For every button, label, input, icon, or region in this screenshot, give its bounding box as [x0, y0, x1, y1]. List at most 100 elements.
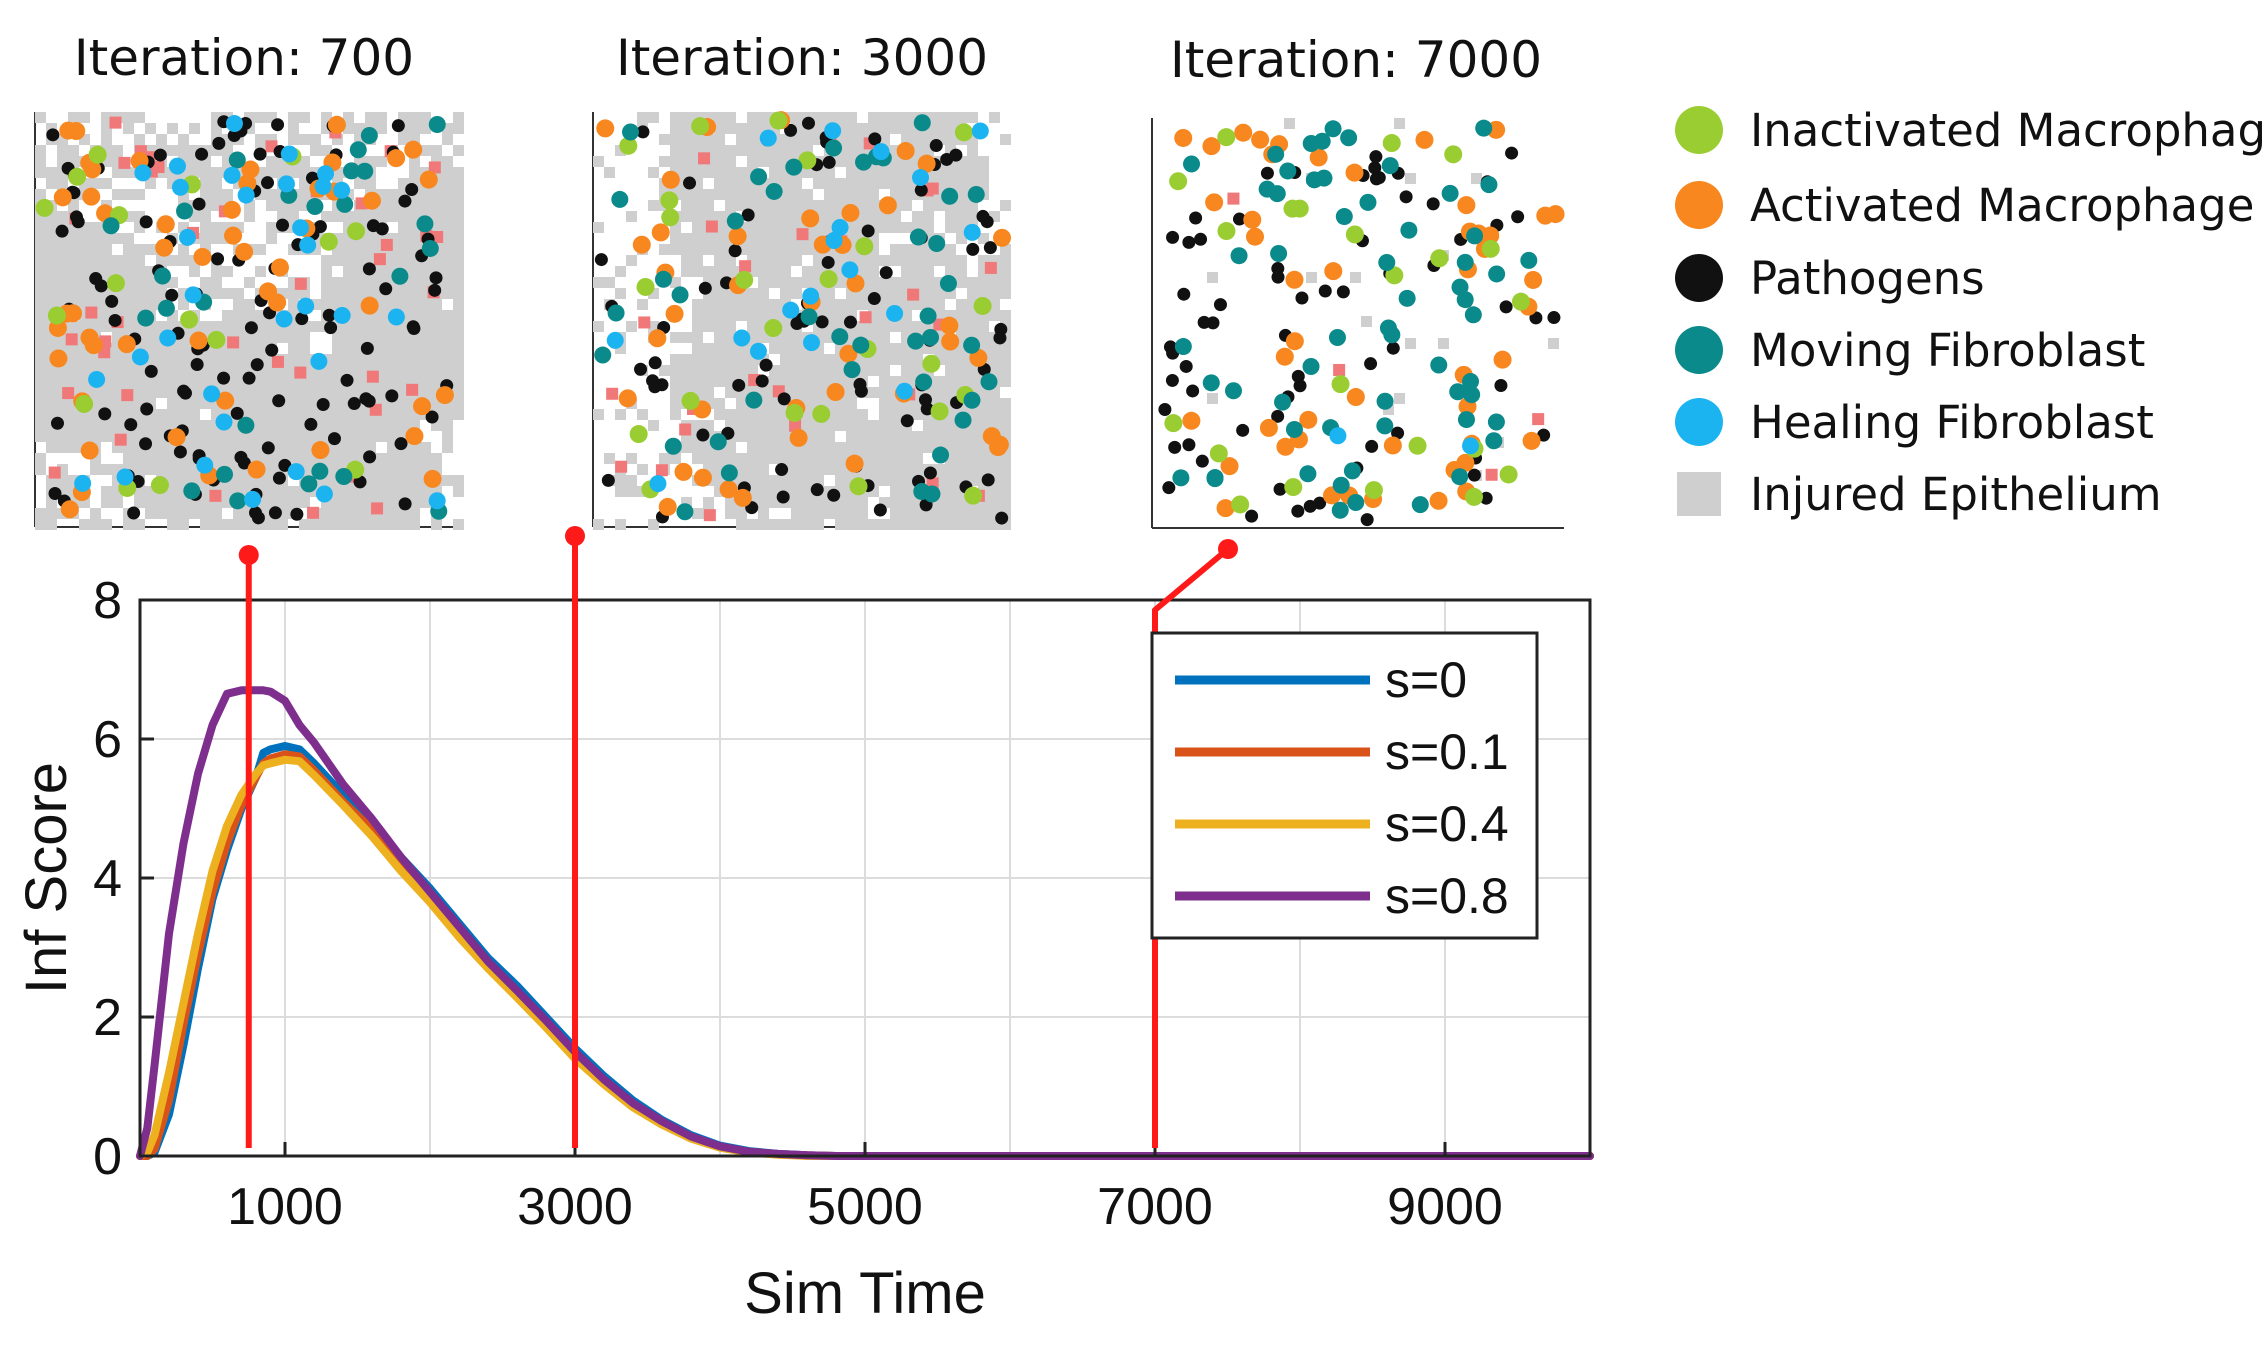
epithelium-cell	[57, 233, 68, 244]
epithelium-cell	[780, 288, 791, 299]
epithelium-cell	[387, 233, 398, 244]
epithelium-cell	[68, 288, 79, 299]
epithelium-cell	[835, 189, 846, 200]
epithelium-cell	[692, 376, 703, 387]
epithelium-cell	[420, 200, 431, 211]
epithelium-cell	[255, 398, 266, 409]
epithelium-cell	[978, 387, 989, 398]
epithelium-cell	[200, 222, 211, 233]
epithelium-cell	[978, 310, 989, 321]
cell-dot-path	[1479, 491, 1493, 505]
epithelium-cell	[365, 442, 376, 453]
epithelium-cell	[868, 244, 879, 255]
cell-dot-path	[1372, 171, 1386, 185]
cell-dot-move	[664, 437, 682, 455]
epithelium-cell	[714, 332, 725, 343]
epithelium-cell	[835, 519, 846, 530]
epithelium-cell	[266, 332, 277, 343]
cell-dot-move	[1302, 357, 1320, 375]
epithelium-cell	[79, 354, 90, 365]
epithelium-cell	[1000, 310, 1011, 321]
cell-dot-path	[195, 147, 209, 161]
epithelium-cell	[681, 189, 692, 200]
epithelium-cell	[453, 321, 464, 332]
epithelium-cell	[747, 288, 758, 299]
cell-dot-move	[939, 274, 957, 292]
epithelium-cell	[332, 519, 343, 530]
epithelium-cell	[387, 519, 398, 530]
cell-dot-path	[1365, 439, 1379, 453]
epithelium-cell	[123, 354, 134, 365]
cell-dot-move	[745, 391, 763, 409]
epithelium-cell	[222, 431, 233, 442]
epithelium-cell	[725, 167, 736, 178]
cell-dot-move	[1463, 386, 1481, 404]
epithelium-cell	[857, 442, 868, 453]
epithelium-cell	[736, 222, 747, 233]
epithelium-cell	[956, 376, 967, 387]
epithelium-cell	[211, 519, 222, 530]
epithelium-cell	[376, 112, 387, 123]
epithelium-cell	[637, 464, 648, 475]
cell-dot-heal	[297, 297, 315, 315]
epithelium-cell	[747, 255, 758, 266]
legend-label: Healing Fibroblast	[1750, 396, 2154, 449]
epithelium-cell	[178, 409, 189, 420]
epithelium-cell	[420, 123, 431, 134]
epithelium-cell	[288, 134, 299, 145]
cell-dot-path	[144, 364, 158, 378]
epithelium-cell	[780, 167, 791, 178]
epithelium-cell	[453, 255, 464, 266]
cell-dot-heal	[963, 223, 981, 241]
epithelium-cell	[912, 365, 923, 376]
epithelium-cell	[890, 343, 901, 354]
epithelium-cell	[714, 145, 725, 156]
cell-dot-heal	[971, 122, 989, 140]
epithelium-cell	[343, 354, 354, 365]
epithelium-cell	[167, 398, 178, 409]
epithelium-cell	[387, 211, 398, 222]
cell-dot-move	[611, 190, 629, 208]
epithelium-cell	[68, 354, 79, 365]
epithelium-cell	[233, 343, 244, 354]
epithelium-cell	[934, 200, 945, 211]
epithelium-cell	[442, 288, 453, 299]
epithelium-cell	[758, 420, 769, 431]
cell-dot-path	[360, 341, 374, 355]
epithelium-cell	[945, 486, 956, 497]
epithelium-cell	[156, 321, 167, 332]
epithelium-cell	[791, 332, 802, 343]
epithelium-cell	[145, 497, 156, 508]
epithelium-cell	[703, 233, 714, 244]
epithelium-cell	[802, 244, 813, 255]
epithelium-cell	[758, 233, 769, 244]
cell-dot-act	[49, 349, 68, 368]
epithelium-cell	[310, 453, 321, 464]
epithelium-cell	[725, 387, 736, 398]
epithelium-cell	[780, 156, 791, 167]
epithelium-cell	[200, 508, 211, 519]
epithelium-cell	[376, 211, 387, 222]
epithelium-cell	[692, 200, 703, 211]
epithelium-cell	[332, 244, 343, 255]
epithelium-cell	[90, 398, 101, 409]
epithelium-cell	[354, 134, 365, 145]
epithelium-cell	[813, 200, 824, 211]
epithelium-cell	[758, 123, 769, 134]
cell-dot-path	[683, 176, 697, 190]
epithelium-cell	[442, 475, 453, 486]
epithelium-cell	[868, 189, 879, 200]
epithelium-cell	[703, 112, 714, 123]
cell-dot-path	[178, 386, 192, 400]
epithelium-cell	[769, 310, 780, 321]
damage-patch	[703, 509, 716, 522]
epithelium-cell	[123, 277, 134, 288]
cell-dot-path	[777, 392, 791, 406]
epithelium-cell	[967, 420, 978, 431]
epithelium-cell	[200, 354, 211, 365]
epithelium-cell	[780, 255, 791, 266]
cell-dot-heal	[803, 334, 821, 352]
epithelium-cell	[123, 321, 134, 332]
epithelium-cell	[692, 266, 703, 277]
epithelium-cell	[780, 453, 791, 464]
